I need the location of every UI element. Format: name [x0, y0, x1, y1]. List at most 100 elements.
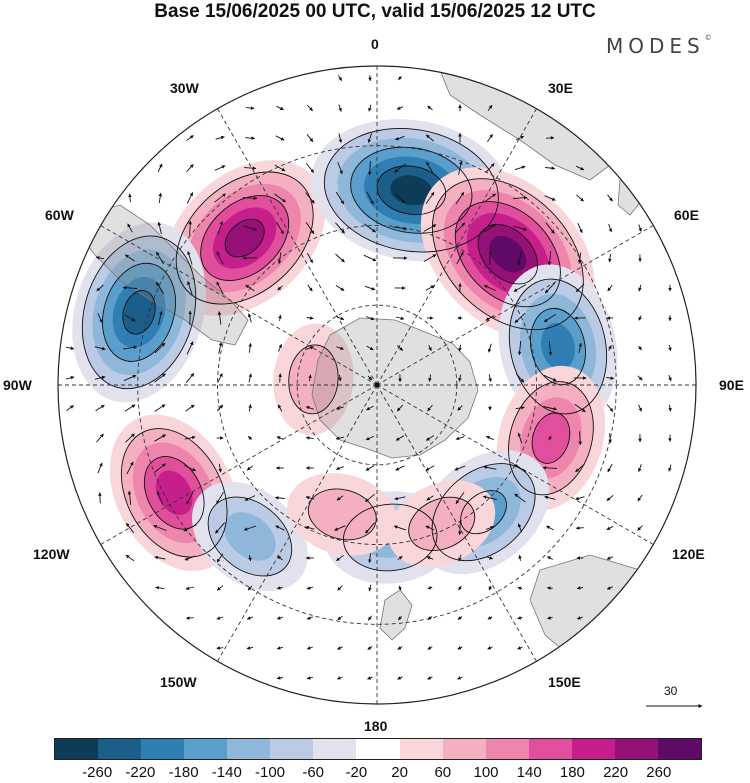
wind-arrow	[125, 522, 135, 534]
anomaly-band	[489, 235, 527, 273]
lon-label-120e: 120E	[672, 546, 705, 562]
lon-label-150w: 150W	[160, 674, 197, 690]
wind-arrow	[305, 496, 315, 500]
wind-arrow	[215, 522, 225, 534]
wind-arrow	[154, 555, 166, 560]
wind-arrow	[247, 313, 252, 323]
wind-arrow	[154, 404, 166, 412]
wind-arrow	[336, 554, 344, 562]
wind-arrow	[367, 160, 372, 176]
wind-arrow	[425, 191, 435, 205]
wind-arrow	[546, 586, 553, 590]
wind-arrow	[455, 492, 465, 504]
wind-arrow	[398, 585, 402, 591]
anomaly-band	[308, 488, 377, 540]
wind-arrow	[244, 495, 256, 501]
lon-label-60e: 60E	[674, 207, 699, 223]
colorbar-tick-label: -220	[125, 764, 156, 781]
wind-arrow	[397, 646, 403, 650]
wind-arrow	[606, 525, 614, 531]
wind-arrow	[278, 373, 282, 383]
wind-arrow	[426, 495, 434, 501]
wind-arrow	[365, 316, 375, 321]
lon-label-150e: 150E	[548, 674, 581, 690]
wind-arrow	[335, 316, 345, 321]
anomaly-band	[390, 175, 433, 206]
wind-arrow	[517, 251, 522, 266]
wind-arrow	[607, 194, 613, 202]
wind-arrow	[517, 616, 523, 620]
wind-arrow	[242, 196, 258, 201]
wind-arrow	[578, 431, 583, 446]
wind-arrow	[396, 404, 404, 412]
wind-arrow	[184, 435, 196, 440]
wind-arrow	[543, 374, 557, 382]
anomaly-band	[224, 512, 276, 561]
wind-arrow	[248, 342, 252, 353]
wind-arrow	[458, 344, 462, 352]
wind-arrow	[185, 373, 195, 383]
colorbar-tick-label: 60	[434, 764, 452, 781]
wind-arrow	[186, 491, 194, 505]
wind-arrow	[245, 284, 255, 292]
colorbar-swatch	[227, 739, 271, 759]
wind-arrow	[216, 585, 224, 591]
colorbar-swatch	[657, 739, 701, 759]
isoline	[342, 503, 438, 572]
wind-arrow	[368, 75, 372, 82]
wind-arrow	[368, 104, 372, 112]
wind-arrow	[94, 346, 106, 351]
wind-arrow	[308, 374, 312, 382]
isoline	[477, 224, 539, 285]
wind-arrow	[606, 556, 614, 560]
wind-arrow	[218, 341, 223, 354]
wind-arrow	[395, 135, 405, 141]
wind-arrow	[543, 406, 558, 411]
wind-arrow	[425, 134, 435, 142]
wind-arrow	[305, 192, 315, 204]
wind-arrow	[306, 586, 314, 590]
wind-arrow	[365, 435, 375, 441]
isoline	[376, 165, 447, 215]
wind-arrow	[576, 586, 583, 590]
lon-label-30e: 30E	[548, 80, 573, 96]
wind-arrow	[185, 404, 195, 412]
lon-label-0: 0	[371, 36, 379, 52]
isoline	[508, 278, 608, 415]
wind-arrow	[246, 646, 254, 650]
wind-arrow	[123, 374, 137, 382]
wind-arrow	[214, 193, 226, 203]
colorbar-swatch	[98, 739, 142, 759]
isoline	[288, 344, 339, 415]
wind-arrow	[574, 403, 586, 413]
isoline	[81, 235, 197, 390]
isoline	[460, 490, 507, 535]
wind-arrow	[337, 615, 343, 621]
anomaly-band	[288, 344, 339, 414]
wind-arrow	[638, 315, 642, 321]
wind-arrow	[427, 404, 433, 412]
wind-arrow	[488, 585, 493, 591]
wind-arrow	[337, 585, 343, 591]
wind-arrow	[158, 192, 163, 204]
wind-arrow	[218, 463, 222, 473]
wind-arrow	[336, 495, 344, 501]
wind-arrow	[485, 315, 495, 321]
wind-arrow	[668, 345, 672, 352]
wind-arrow	[515, 135, 525, 141]
wind-arrow	[183, 524, 197, 532]
wind-arrow	[393, 525, 407, 531]
wind-arrow	[514, 312, 526, 324]
wind-arrow	[548, 435, 553, 441]
wind-arrow	[365, 493, 375, 503]
wind-arrow	[546, 525, 554, 531]
colorbar-swatch	[571, 739, 615, 759]
colorbar-swatch	[141, 739, 185, 759]
wind-arrow	[427, 616, 433, 620]
wind-arrow	[487, 343, 492, 353]
latitude-circle	[217, 225, 537, 545]
wind-arrow	[363, 254, 377, 262]
wind-arrow	[454, 222, 466, 234]
wind-arrow	[248, 373, 253, 383]
wind-arrow	[427, 646, 433, 650]
